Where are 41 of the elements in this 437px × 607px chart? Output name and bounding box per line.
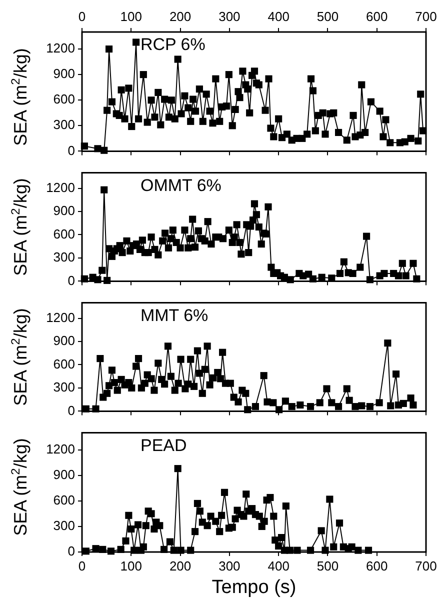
y-tick-label: 900 [53,333,75,348]
x-tick-label: 0 [78,558,86,574]
x2-tick-label: 700 [415,8,437,24]
y-tick-label: 900 [53,203,75,218]
x-tick-label: 300 [218,558,240,574]
x-tick-label: 500 [316,558,339,574]
x2-tick-label: 600 [366,8,388,24]
y-tick-label: 600 [53,226,75,242]
y-tick-label: 1200 [46,310,75,325]
x-tick-label: 700 [415,558,437,574]
y-tick-label: 0 [68,544,75,559]
x2-tick-label: 100 [120,8,142,24]
y-tick-label: 300 [53,518,75,534]
x-axis-title: Tempo (s) [212,576,296,598]
y-tick-label: 1200 [46,441,75,456]
annotation: OMMT 6% [140,176,222,195]
y-tick-label: 600 [53,492,75,508]
y-tick-label: 1200 [46,180,75,195]
x2-tick-label: 400 [268,8,290,24]
y-tick-label: 300 [53,380,75,395]
x-tick-label: 400 [268,558,290,574]
annotation: RCP 6% [140,35,206,54]
y-tick-label: 0 [68,272,75,288]
y-tick-label: 1200 [46,40,75,56]
x-tick-label: 200 [169,558,192,574]
annotation: PEAD [140,436,187,455]
y-tick-label: 600 [53,92,75,107]
x2-tick-label: 500 [316,8,339,24]
x-tick-label: 100 [120,558,142,574]
x-tick-label: 600 [366,558,388,574]
y-tick-label: 300 [53,117,75,132]
y-tick-label: 600 [53,356,75,372]
annotation: MMT 6% [140,306,208,325]
y-tick-label: 0 [68,142,75,158]
x2-tick-label: 0 [78,8,86,24]
y-tick-label: 300 [53,250,75,265]
y-tick-label: 900 [53,466,75,482]
y-tick-label: 900 [53,66,75,82]
x2-tick-label: 200 [169,8,192,24]
x2-tick-label: 300 [218,8,240,24]
y-tick-label: 0 [68,402,75,418]
